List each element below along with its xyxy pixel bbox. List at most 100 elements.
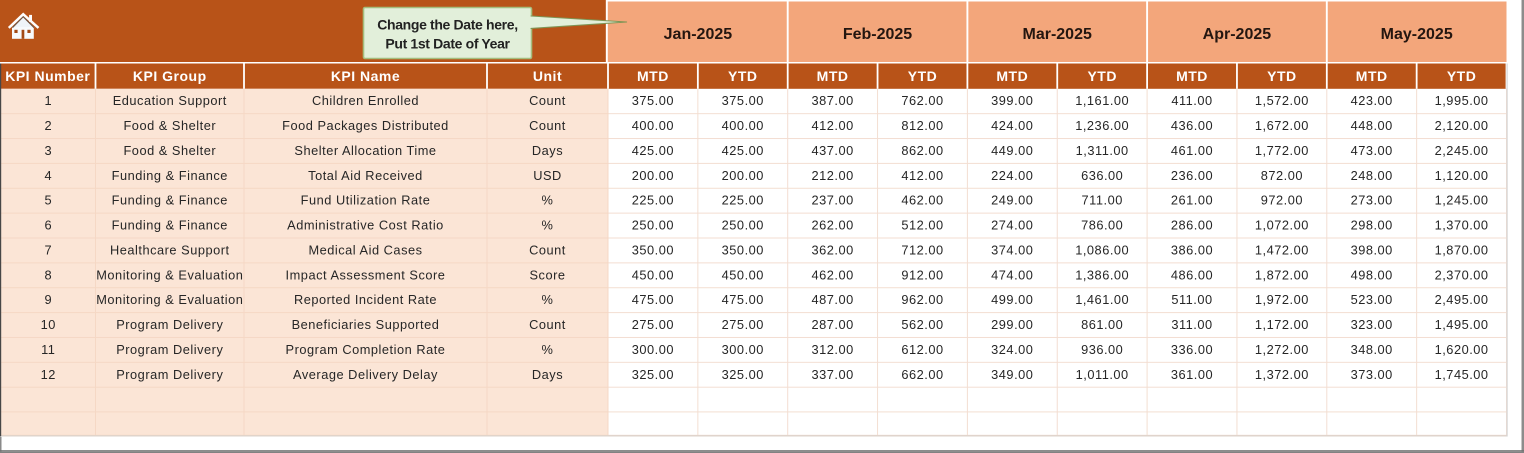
svg-text:Food & Shelter: Food & Shelter — [123, 143, 216, 158]
svg-text:274.00: 274.00 — [991, 218, 1033, 233]
svg-text:Average Delivery Delay: Average Delivery Delay — [293, 367, 438, 382]
svg-text:MTD: MTD — [1356, 68, 1388, 84]
svg-text:Education Support: Education Support — [113, 93, 227, 108]
svg-text:261.00: 261.00 — [1171, 193, 1213, 208]
svg-text:MTD: MTD — [817, 68, 849, 84]
svg-text:399.00: 399.00 — [991, 93, 1033, 108]
svg-text:Total Aid Received: Total Aid Received — [308, 168, 423, 183]
svg-text:Score: Score — [529, 267, 565, 282]
svg-text:Funding & Finance: Funding & Finance — [112, 193, 228, 208]
svg-text:325.00: 325.00 — [632, 367, 674, 382]
svg-text:361.00: 361.00 — [1171, 367, 1213, 382]
svg-text:KPI Name: KPI Name — [331, 68, 400, 84]
svg-text:436.00: 436.00 — [1171, 118, 1213, 133]
svg-text:450.00: 450.00 — [722, 267, 764, 282]
svg-text:461.00: 461.00 — [1171, 143, 1213, 158]
svg-text:Program Delivery: Program Delivery — [116, 342, 223, 357]
svg-text:348.00: 348.00 — [1351, 342, 1393, 357]
svg-text:YTD: YTD — [1087, 68, 1117, 84]
svg-text:Program Completion Rate: Program Completion Rate — [286, 342, 446, 357]
svg-text:Impact Assessment Score: Impact Assessment Score — [286, 267, 446, 282]
svg-text:225.00: 225.00 — [632, 193, 674, 208]
svg-text:May-2025: May-2025 — [1381, 26, 1453, 43]
svg-text:1,870.00: 1,870.00 — [1435, 242, 1489, 257]
svg-text:474.00: 474.00 — [991, 267, 1033, 282]
svg-text:250.00: 250.00 — [722, 218, 764, 233]
svg-text:1,011.00: 1,011.00 — [1076, 367, 1129, 382]
svg-text:374.00: 374.00 — [991, 242, 1033, 257]
svg-text:Administrative Cost Ratio: Administrative Cost Ratio — [287, 218, 444, 233]
svg-text:Mar-2025: Mar-2025 — [1023, 26, 1092, 43]
svg-text:872.00: 872.00 — [1261, 168, 1303, 183]
svg-text:Reported Incident Rate: Reported Incident Rate — [294, 292, 437, 307]
svg-text:1,172.00: 1,172.00 — [1255, 317, 1309, 332]
svg-text:373.00: 373.00 — [1351, 367, 1393, 382]
svg-text:2: 2 — [44, 118, 52, 133]
svg-text:786.00: 786.00 — [1081, 218, 1123, 233]
svg-text:USD: USD — [533, 168, 562, 183]
svg-text:1,161.00: 1,161.00 — [1075, 93, 1129, 108]
svg-text:1,245.00: 1,245.00 — [1435, 193, 1489, 208]
svg-text:Days: Days — [532, 143, 563, 158]
svg-text:1,745.00: 1,745.00 — [1435, 367, 1489, 382]
svg-text:1,386.00: 1,386.00 — [1075, 267, 1129, 282]
svg-text:325.00: 325.00 — [722, 367, 764, 382]
svg-text:437.00: 437.00 — [811, 143, 853, 158]
svg-text:636.00: 636.00 — [1081, 168, 1123, 183]
svg-text:311.00: 311.00 — [1171, 317, 1212, 332]
svg-text:1,072.00: 1,072.00 — [1255, 218, 1309, 233]
svg-text:Children Enrolled: Children Enrolled — [312, 93, 419, 108]
svg-text:762.00: 762.00 — [901, 93, 943, 108]
svg-text:375.00: 375.00 — [632, 93, 674, 108]
svg-text:Funding & Finance: Funding & Finance — [112, 168, 228, 183]
svg-text:612.00: 612.00 — [901, 342, 943, 357]
svg-text:300.00: 300.00 — [632, 342, 674, 357]
svg-text:Monitoring & Evaluation: Monitoring & Evaluation — [96, 267, 243, 282]
svg-text:2,495.00: 2,495.00 — [1435, 292, 1489, 307]
svg-text:448.00: 448.00 — [1351, 118, 1393, 133]
svg-text:4: 4 — [44, 168, 52, 183]
svg-text:Fund Utilization Rate: Fund Utilization Rate — [301, 193, 431, 208]
svg-text:262.00: 262.00 — [811, 218, 853, 233]
svg-text:Medical Aid Cases: Medical Aid Cases — [308, 242, 422, 257]
svg-text:323.00: 323.00 — [1351, 317, 1393, 332]
svg-text:362.00: 362.00 — [811, 242, 853, 257]
svg-text:475.00: 475.00 — [722, 292, 764, 307]
svg-text:273.00: 273.00 — [1351, 193, 1393, 208]
svg-text:912.00: 912.00 — [901, 267, 943, 282]
svg-text:350.00: 350.00 — [722, 242, 764, 257]
svg-text:2,245.00: 2,245.00 — [1435, 143, 1489, 158]
svg-text:%: % — [542, 342, 554, 357]
svg-text:1,086.00: 1,086.00 — [1075, 242, 1129, 257]
svg-text:225.00: 225.00 — [722, 193, 764, 208]
svg-text:324.00: 324.00 — [991, 342, 1033, 357]
svg-text:1,372.00: 1,372.00 — [1255, 367, 1309, 382]
svg-text:Count: Count — [529, 317, 566, 332]
svg-text:400.00: 400.00 — [722, 118, 764, 133]
svg-text:236.00: 236.00 — [1171, 168, 1213, 183]
svg-text:400.00: 400.00 — [632, 118, 674, 133]
svg-text:337.00: 337.00 — [811, 367, 853, 382]
svg-text:423.00: 423.00 — [1351, 93, 1393, 108]
svg-text:861.00: 861.00 — [1081, 317, 1123, 332]
svg-text:398.00: 398.00 — [1351, 242, 1393, 257]
svg-text:MTD: MTD — [1176, 68, 1208, 84]
svg-text:Days: Days — [532, 367, 563, 382]
svg-text:6: 6 — [44, 218, 52, 233]
svg-text:350.00: 350.00 — [632, 242, 674, 257]
svg-text:499.00: 499.00 — [991, 292, 1033, 307]
svg-text:475.00: 475.00 — [632, 292, 674, 307]
svg-text:412.00: 412.00 — [901, 168, 943, 183]
svg-text:1,872.00: 1,872.00 — [1255, 267, 1309, 282]
svg-text:200.00: 200.00 — [722, 168, 764, 183]
svg-text:562.00: 562.00 — [901, 317, 943, 332]
svg-text:Count: Count — [529, 93, 566, 108]
svg-text:299.00: 299.00 — [991, 317, 1033, 332]
svg-text:Put 1st Date of Year: Put 1st Date of Year — [385, 36, 510, 52]
svg-text:487.00: 487.00 — [811, 292, 853, 307]
svg-text:462.00: 462.00 — [901, 193, 943, 208]
svg-text:1,620.00: 1,620.00 — [1435, 342, 1489, 357]
svg-text:936.00: 936.00 — [1081, 342, 1123, 357]
svg-text:387.00: 387.00 — [811, 93, 853, 108]
svg-text:%: % — [542, 292, 554, 307]
